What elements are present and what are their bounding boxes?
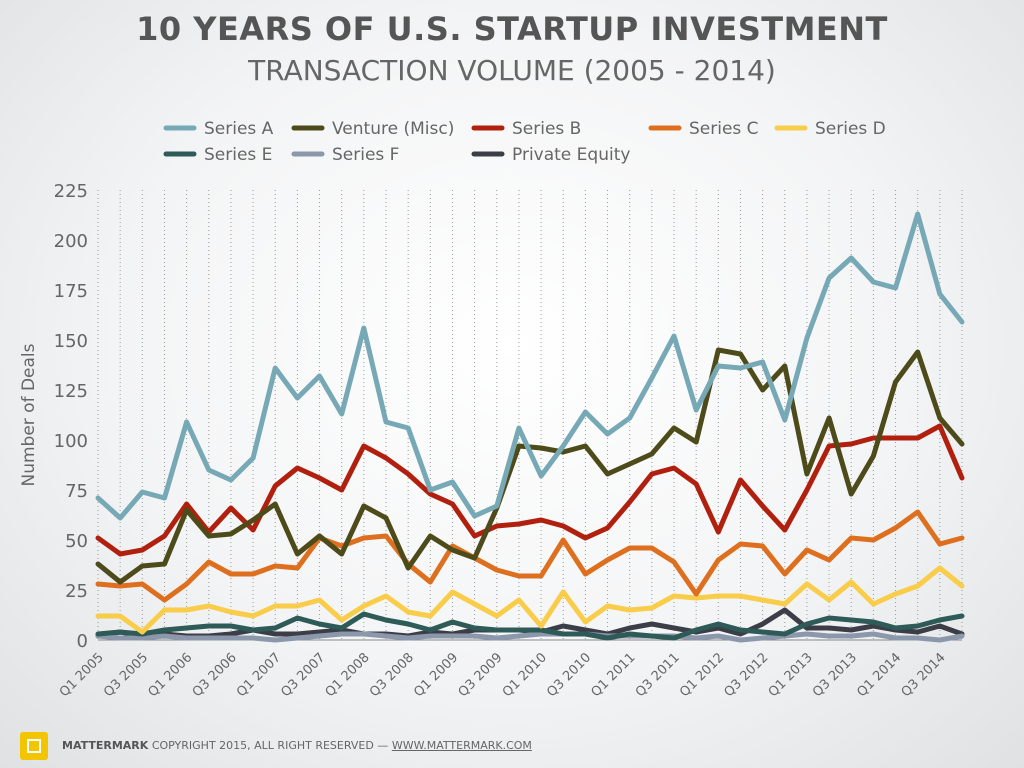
y-axis-label: Number of Deals: [19, 343, 39, 486]
x-tick-label: Q1 2009: [411, 650, 461, 700]
x-tick-label: Q1 2005: [57, 650, 107, 700]
series-line-series-c: [95, 509, 965, 603]
x-tick-label: Q3 2005: [101, 650, 151, 700]
x-tick-label: Q3 2010: [544, 650, 594, 700]
legend-label: Series A: [204, 119, 274, 139]
x-tick-label: Q1 2006: [145, 650, 195, 700]
x-tick-label: Q1 2008: [323, 650, 373, 700]
y-tick-label: 0: [77, 631, 88, 652]
chart-subtitle: TRANSACTION VOLUME (2005 - 2014): [248, 54, 776, 87]
y-tick-label: 75: [65, 481, 88, 502]
legend-label: Series E: [204, 145, 272, 165]
chart-lines: [95, 211, 965, 643]
x-tick-label: Q1 2010: [500, 650, 550, 700]
chart-legend: Series A Venture (Misc) Series B Series C Se…: [163, 119, 886, 165]
x-tick-label: Q1 2012: [677, 650, 727, 700]
x-tick-label: Q3 2009: [456, 650, 506, 700]
x-tick-label: Q1 2007: [234, 650, 284, 700]
y-tick-label: 50: [65, 531, 88, 552]
footer-brand: MATTERMARK: [62, 739, 149, 752]
x-tick-label: Q3 2012: [721, 650, 771, 700]
x-tick-label: Q3 2008: [367, 650, 417, 700]
footer-text: MATTERMARK COPYRIGHT 2015, ALL RIGHT RES…: [62, 739, 532, 752]
series-line-series-b: [95, 423, 965, 557]
y-tick-label: 150: [54, 331, 88, 352]
y-tick-label: 225: [54, 181, 88, 202]
legend-label: Series D: [815, 119, 886, 139]
x-tick-label: Q3 2013: [810, 650, 860, 700]
series-line-series-a: [95, 211, 965, 521]
legend-label: Venture (Misc): [332, 119, 454, 139]
series-line-venture-misc: [95, 347, 965, 585]
y-tick-label: 125: [54, 381, 88, 402]
y-tick-label: 25: [65, 581, 88, 602]
legend-label: Series C: [689, 119, 759, 139]
y-tick-label: 100: [54, 431, 88, 452]
mattermark-logo: [20, 732, 48, 760]
legend-label: Series F: [332, 145, 399, 165]
x-tick-label: Q3 2014: [899, 650, 949, 700]
series-line-series-f: [95, 631, 965, 643]
chart-title: 10 YEARS OF U.S. STARTUP INVESTMENT: [136, 10, 888, 48]
footer-url-link[interactable]: WWW.MATTERMARK.COM: [391, 739, 532, 752]
legend-label: Private Equity: [512, 145, 630, 165]
y-tick-label: 200: [54, 231, 88, 252]
x-tick-label: Q3 2011: [633, 650, 683, 700]
legend-label: Series B: [512, 119, 581, 139]
x-tick-label: Q1 2011: [589, 650, 639, 700]
y-tick-label: 175: [54, 281, 88, 302]
series-line-series-d: [95, 565, 965, 635]
series-line-series-e: [95, 611, 965, 641]
footer-copyright: COPYRIGHT 2015, ALL RIGHT RESERVED —: [151, 739, 389, 752]
x-tick-label: Q1 2014: [854, 650, 904, 700]
x-tick-label: Q3 2007: [278, 650, 328, 700]
x-tick-label: Q3 2006: [190, 650, 240, 700]
line-chart: Series A Venture (Misc) Series B Series C Se…: [19, 119, 965, 700]
footer: MATTERMARK COPYRIGHT 2015, ALL RIGHT RES…: [0, 722, 1024, 768]
x-tick-label: Q1 2013: [766, 650, 816, 700]
